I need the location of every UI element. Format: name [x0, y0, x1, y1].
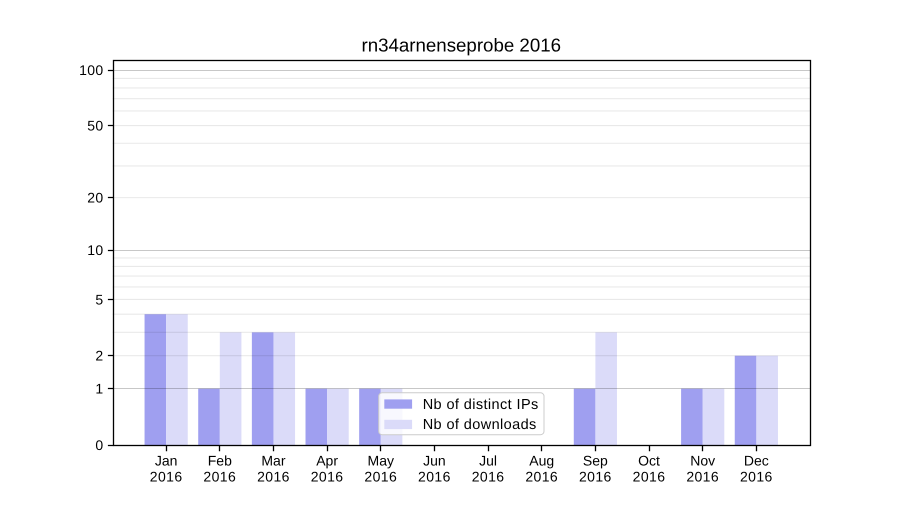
svg-text:Sep: Sep: [583, 453, 608, 469]
svg-text:0: 0: [95, 437, 103, 453]
svg-text:Mar: Mar: [261, 453, 285, 469]
svg-text:20: 20: [87, 190, 103, 206]
svg-text:2016: 2016: [311, 468, 344, 484]
svg-text:2016: 2016: [740, 468, 773, 484]
svg-text:Feb: Feb: [208, 453, 232, 469]
svg-text:10: 10: [87, 242, 103, 258]
svg-text:2016: 2016: [525, 468, 558, 484]
svg-text:Aug: Aug: [529, 453, 554, 469]
svg-text:Jan: Jan: [155, 453, 178, 469]
svg-text:2016: 2016: [364, 468, 397, 484]
svg-text:50: 50: [87, 118, 103, 134]
svg-text:Nov: Nov: [690, 453, 715, 469]
svg-text:2016: 2016: [633, 468, 666, 484]
svg-text:Dec: Dec: [744, 453, 769, 469]
svg-text:Apr: Apr: [316, 453, 338, 469]
svg-text:rn34arnenseprobe 2016: rn34arnenseprobe 2016: [362, 34, 562, 55]
svg-text:100: 100: [79, 62, 103, 78]
svg-text:2016: 2016: [257, 468, 290, 484]
svg-text:Nb of downloads: Nb of downloads: [423, 417, 537, 433]
svg-text:2016: 2016: [686, 468, 719, 484]
svg-text:May: May: [368, 453, 394, 469]
svg-text:2016: 2016: [472, 468, 505, 484]
svg-text:2016: 2016: [203, 468, 236, 484]
svg-text:Nb of distinct IPs: Nb of distinct IPs: [423, 397, 539, 413]
svg-text:2: 2: [95, 348, 103, 364]
svg-text:5: 5: [95, 291, 103, 307]
svg-text:Jul: Jul: [479, 453, 497, 469]
svg-text:1: 1: [95, 381, 103, 397]
svg-text:Jun: Jun: [423, 453, 446, 469]
svg-text:2016: 2016: [150, 468, 183, 484]
svg-text:Oct: Oct: [638, 453, 660, 469]
svg-text:2016: 2016: [579, 468, 612, 484]
svg-text:2016: 2016: [418, 468, 451, 484]
